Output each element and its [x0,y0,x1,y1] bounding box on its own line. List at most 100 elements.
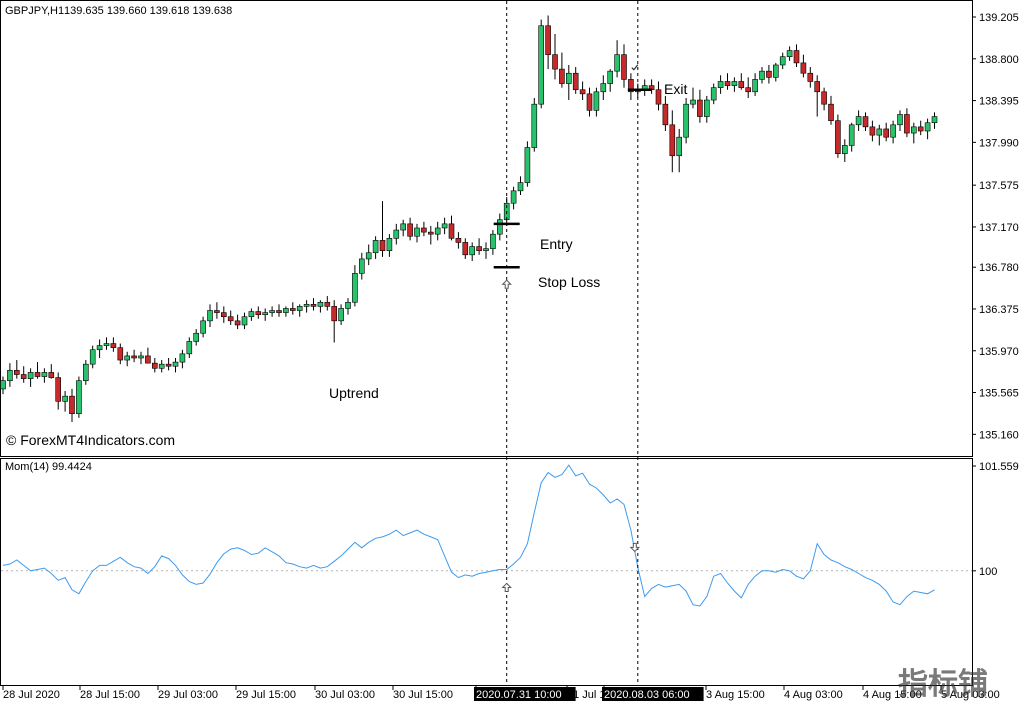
buy-arrow-icon [501,279,512,289]
bull-candle [434,227,441,235]
bear-candle [724,81,731,86]
bear-candle [14,370,20,375]
copyright-label: © ForexMT4Indicators.com [6,432,175,448]
bull-candle [269,310,275,313]
price-tick-label: 138.800 [979,54,1019,66]
bear-candle [48,372,55,378]
bull-candle [759,70,765,80]
bear-candle [559,68,565,84]
price-tick-label: 138.395 [979,96,1019,108]
bull-candle [717,81,724,88]
bear-candle [572,72,579,91]
bull-candle [283,308,289,313]
price-tick-label: 135.160 [979,429,1019,441]
bear-candle [655,89,662,105]
bear-candle [821,91,827,105]
bull-candle [690,99,696,105]
time-tick-label: 30 Jul 15:00 [393,689,453,701]
bull-candle [262,312,269,315]
bull-candle [441,223,448,229]
bull-candle [772,64,779,78]
bear-candle [227,316,234,322]
bull-candle [345,301,351,309]
bear-candle [552,54,558,70]
bull-candle [676,136,683,157]
time-highlight-box [602,687,704,701]
bear-candle [20,374,27,379]
bull-candle [27,372,34,379]
bear-candle [628,79,634,93]
momentum-tick-label: 101.559 [979,461,1019,473]
bull-candle [352,273,358,303]
uptrend-label: Uptrend [329,385,379,401]
time-tick-label: 2020.08.03 06:00 [604,689,690,701]
bear-candle [814,81,821,93]
time-tick-label: 4 Aug 03:00 [784,689,843,701]
bull-candle [414,227,420,237]
price-pane-frame [0,0,973,457]
bear-candle [117,347,124,361]
entry-label: Entry [540,236,573,252]
bear-candle [869,126,876,136]
bull-candle [710,87,717,101]
bear-candle [221,312,227,318]
bear-candle [34,372,41,377]
bear-candle [828,103,834,121]
bull-candle [317,301,324,307]
ohlc-readout: 139.635 139.660 139.618 139.638 [64,5,232,17]
bull-candle [593,91,600,111]
bear-candle [738,81,745,88]
bull-candle [538,25,545,105]
bull-candle [614,54,620,72]
bull-candle [89,349,96,365]
momentum-pane-frame [0,458,973,686]
bull-candle [779,56,786,66]
bull-candle [138,355,144,359]
bear-candle [289,308,296,311]
price-tick-label: 136.375 [979,304,1019,316]
bull-candle [510,190,517,204]
bull-candle [241,316,248,326]
bull-candle [0,380,6,390]
bear-candle [110,343,117,348]
bear-candle [448,223,455,239]
price-tick-label: 137.575 [979,180,1019,192]
bull-candle [207,310,213,322]
bull-candle [848,124,855,146]
bull-candle [855,116,862,126]
bear-candle [807,72,814,82]
bear-candle [545,25,551,55]
bear-candle [904,114,910,134]
time-tick-label: 4 Aug 15:00 [863,689,922,701]
bull-candle [890,124,896,138]
indicator-label: Mom(14) 99.4424 [5,461,92,473]
bear-candle [165,363,172,367]
time-tick-label: 29 Jul 03:00 [158,689,218,701]
bull-candle [490,233,496,249]
bear-candle [476,246,482,251]
time-tick-label: 28 Jul 15:00 [80,689,140,701]
bull-candle [752,79,758,93]
bear-candle [835,120,841,154]
bear-candle [69,395,75,414]
bull-candle [483,248,489,251]
time-tick-label: 3 Aug 15:00 [706,689,765,701]
bull-candle [358,258,365,274]
bear-candle [745,87,752,93]
bear-candle [427,231,434,235]
bear-candle [579,89,586,95]
bull-candle [386,238,393,251]
bear-candle [621,54,627,80]
momentum-buy-arrow-icon [501,582,512,592]
bull-candle [172,361,179,367]
bear-candle [669,124,676,157]
bull-candle [876,128,883,136]
stop-loss-label: Stop Loss [538,274,600,290]
time-tick-label: 2020.07.31 10:00 [476,689,562,701]
bear-candle [331,306,338,322]
bear-candle [793,50,800,64]
bear-candle [152,362,158,369]
bear-candle [234,320,241,326]
